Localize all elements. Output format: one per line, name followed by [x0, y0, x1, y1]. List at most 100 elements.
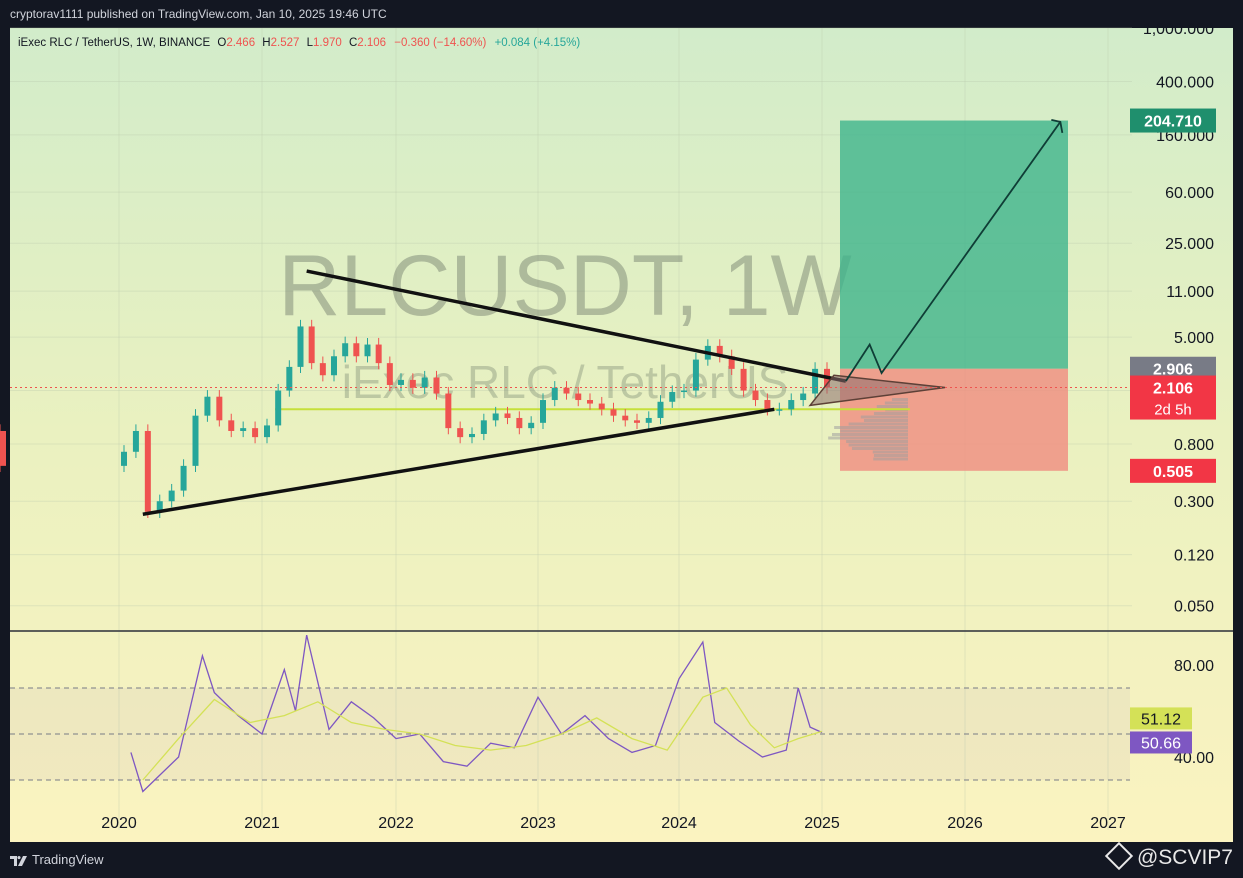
- stop-price-label: 0.505: [1153, 464, 1193, 481]
- candle-body: [457, 428, 463, 437]
- legend-close: 2.106: [357, 37, 386, 49]
- bar-countdown-label: 2d 5h: [1154, 402, 1192, 419]
- tradingview-brand: TradingView: [32, 852, 104, 867]
- candle-body: [469, 434, 475, 437]
- binance-square-icon: [1105, 842, 1133, 870]
- candle-body: [275, 391, 281, 426]
- legend-indicator: +0.084 (+4.15%): [495, 37, 581, 49]
- candle-body: [286, 367, 292, 391]
- candle-body: [204, 397, 210, 416]
- y-tick-label: 0.300: [1174, 494, 1214, 511]
- volume-profile-bar-5: [861, 416, 908, 419]
- candle-body: [493, 413, 499, 420]
- candle-body: [634, 420, 640, 422]
- rsi-y-tick-label: 80.00: [1174, 658, 1214, 675]
- chart-canvas[interactable]: RLCUSDT, 1W iExec RLC / TetherUS 1,000.0…: [0, 0, 1243, 842]
- candle-body: [776, 409, 782, 411]
- candle-body: [693, 360, 699, 391]
- legend-change: −0.360 (−14.60%): [394, 37, 486, 49]
- candle-body: [309, 326, 315, 363]
- volume-profile-bar-2: [877, 405, 908, 408]
- candle-body: [646, 418, 652, 423]
- x-tick-label: 2026: [947, 815, 983, 832]
- author-handle-text: @SCVIP7: [1137, 846, 1233, 869]
- candle-body: [228, 420, 234, 431]
- candle-body: [240, 428, 246, 431]
- volume-profile-bar-4: [874, 412, 908, 415]
- candle-body: [0, 431, 6, 466]
- candle-body: [540, 400, 546, 423]
- tradingview-logo-icon: [10, 856, 28, 866]
- svg-text:iExec RLC / TetherUS, 1W, BINA: iExec RLC / TetherUS, 1W, BINANCE O2.466…: [18, 37, 580, 49]
- candle-body: [481, 420, 487, 434]
- target-price-label: 204.710: [1144, 114, 1202, 131]
- candle-body: [410, 380, 416, 388]
- legend-open: 2.466: [226, 37, 255, 49]
- candle-body: [193, 416, 199, 466]
- candle-body: [133, 431, 139, 452]
- candle-body: [669, 392, 675, 402]
- candle-body: [216, 397, 222, 421]
- volume-profile-bar-9: [840, 430, 908, 433]
- legend-o-label: O: [217, 37, 226, 49]
- candle-body: [587, 400, 593, 404]
- volume-profile-bar-1: [885, 402, 908, 405]
- candle-body: [398, 380, 404, 385]
- y-tick-label: 25.000: [1165, 236, 1214, 253]
- candle-body: [181, 466, 187, 491]
- candle-body: [434, 378, 440, 394]
- candle-body: [764, 400, 770, 409]
- y-tick-label: 0.120: [1174, 548, 1214, 565]
- x-tick-label: 2024: [661, 815, 697, 832]
- x-tick-label: 2023: [520, 815, 556, 832]
- x-tick-label: 2020: [101, 815, 137, 832]
- candle-body: [753, 391, 759, 400]
- candle-body: [505, 413, 511, 417]
- volume-profile-bar-13: [849, 444, 908, 447]
- rsi-value: 50.66: [1141, 735, 1181, 752]
- candle-body: [788, 400, 794, 409]
- candle-body: [800, 394, 806, 400]
- candle-body: [387, 363, 393, 385]
- x-tick-label: 2021: [244, 815, 280, 832]
- candle-body: [422, 378, 428, 388]
- candle-body: [575, 394, 581, 400]
- candle-body: [365, 345, 371, 357]
- x-tick-label: 2027: [1090, 815, 1126, 832]
- y-tick-label: 0.050: [1174, 599, 1214, 616]
- volume-profile-bar-10: [832, 433, 908, 436]
- candle-body: [376, 345, 382, 364]
- watermark-sub: iExec RLC / TetherUS: [342, 356, 789, 408]
- candle-body: [252, 428, 258, 437]
- y-tick-label: 60.000: [1165, 185, 1214, 202]
- candle-body: [298, 326, 304, 366]
- legend-c-label: C: [349, 37, 357, 49]
- candle-body: [622, 416, 628, 421]
- symbol-legend: iExec RLC / TetherUS, 1W, BINANCE O2.466…: [18, 37, 580, 49]
- candle-body: [342, 343, 348, 356]
- candle-body: [331, 356, 337, 375]
- candle-body: [599, 404, 605, 410]
- volume-profile-bar-8: [834, 426, 908, 429]
- volume-profile-bar-15: [873, 451, 908, 454]
- author-handle: @SCVIP7: [1109, 846, 1233, 870]
- candle-body: [611, 409, 617, 415]
- candle-body: [320, 363, 326, 375]
- volume-profile-bar-7: [849, 423, 908, 426]
- y-tick-label: 5.000: [1174, 330, 1214, 347]
- tradingview-logo[interactable]: TradingView: [10, 852, 104, 867]
- y-tick-label: 0.800: [1174, 437, 1214, 454]
- candle-body: [264, 425, 270, 437]
- volume-profile-bar-17: [873, 458, 908, 461]
- candle-body: [528, 423, 534, 428]
- rsi-ma-value: 51.12: [1141, 711, 1181, 728]
- x-tick-label: 2022: [378, 815, 414, 832]
- candle-body: [121, 452, 127, 466]
- watermark-main: RLCUSDT, 1W: [278, 238, 851, 334]
- candle-body: [681, 391, 687, 393]
- last-price-label: 2.106: [1153, 381, 1193, 398]
- y-tick-label: 1,000.000: [1143, 21, 1214, 38]
- candle-body: [564, 388, 570, 394]
- footer-bar: TradingView @SCVIP7: [0, 842, 1243, 878]
- volume-profile-bar-12: [846, 440, 908, 443]
